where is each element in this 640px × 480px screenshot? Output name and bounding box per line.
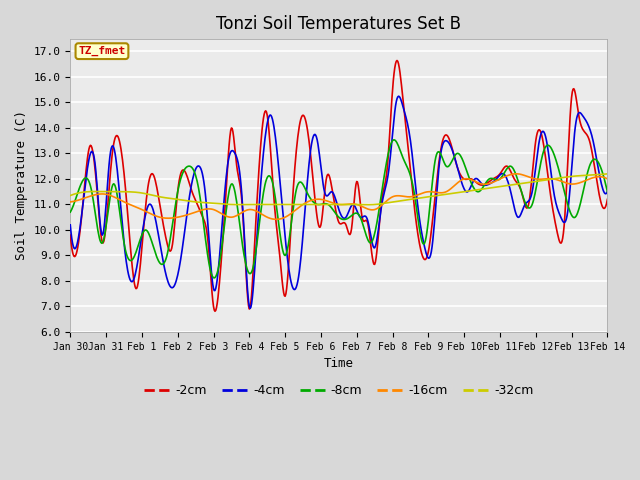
Title: Tonzi Soil Temperatures Set B: Tonzi Soil Temperatures Set B [216, 15, 461, 33]
Text: TZ_fmet: TZ_fmet [78, 46, 125, 56]
X-axis label: Time: Time [324, 357, 354, 370]
Legend: -2cm, -4cm, -8cm, -16cm, -32cm: -2cm, -4cm, -8cm, -16cm, -32cm [139, 379, 539, 402]
Y-axis label: Soil Temperature (C): Soil Temperature (C) [15, 110, 28, 260]
